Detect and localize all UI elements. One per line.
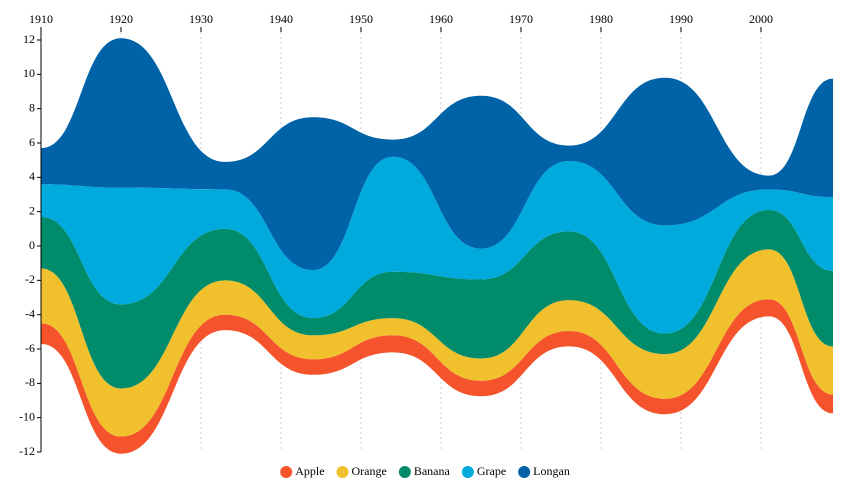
y-tick-label: 10 xyxy=(23,66,35,80)
y-tick-label: 6 xyxy=(29,135,35,149)
y-tick-label: 4 xyxy=(29,169,35,183)
y-tick-label: -8 xyxy=(25,375,35,389)
stream-area xyxy=(41,38,833,271)
legend-label: Longan xyxy=(533,464,570,478)
stream-area xyxy=(41,209,833,389)
stream-area xyxy=(41,156,833,334)
y-tick-label: 0 xyxy=(29,238,35,252)
y-tick-label: -6 xyxy=(25,341,35,355)
legend-label: Orange xyxy=(352,464,387,478)
legend-marker xyxy=(398,466,411,478)
legend-marker xyxy=(518,466,531,478)
stream-area xyxy=(41,299,833,454)
stream-area xyxy=(41,249,833,437)
y-tick-label: 12 xyxy=(23,32,35,46)
y-tick-label: 2 xyxy=(29,203,35,217)
x-tick-label: 1930 xyxy=(189,12,213,26)
legend-marker xyxy=(461,466,474,478)
y-tick-label: -10 xyxy=(19,409,35,423)
y-tick-label: -2 xyxy=(25,272,35,286)
x-tick-label: 1910 xyxy=(29,12,53,26)
x-tick-label: 1920 xyxy=(109,12,133,26)
legend: Apple Orange Banana Grape Longan xyxy=(280,464,570,478)
legend-label: Apple xyxy=(295,464,324,478)
y-tick-label: 8 xyxy=(29,100,35,114)
y-tick-label: -12 xyxy=(19,444,35,458)
x-tick-label: 1980 xyxy=(589,12,613,26)
x-tick-label: 1990 xyxy=(669,12,693,26)
x-tick-label: 1960 xyxy=(429,12,453,26)
x-tick-label: 1950 xyxy=(349,12,373,26)
x-tick-label: 2000 xyxy=(749,12,773,26)
x-tick-label: 1970 xyxy=(509,12,533,26)
x-tick-label: 1940 xyxy=(269,12,293,26)
y-tick-label: -4 xyxy=(25,306,35,320)
legend-marker xyxy=(336,466,349,478)
legend-label: Banana xyxy=(414,464,451,478)
legend-marker xyxy=(280,466,293,478)
legend-label: Grape xyxy=(477,464,506,478)
